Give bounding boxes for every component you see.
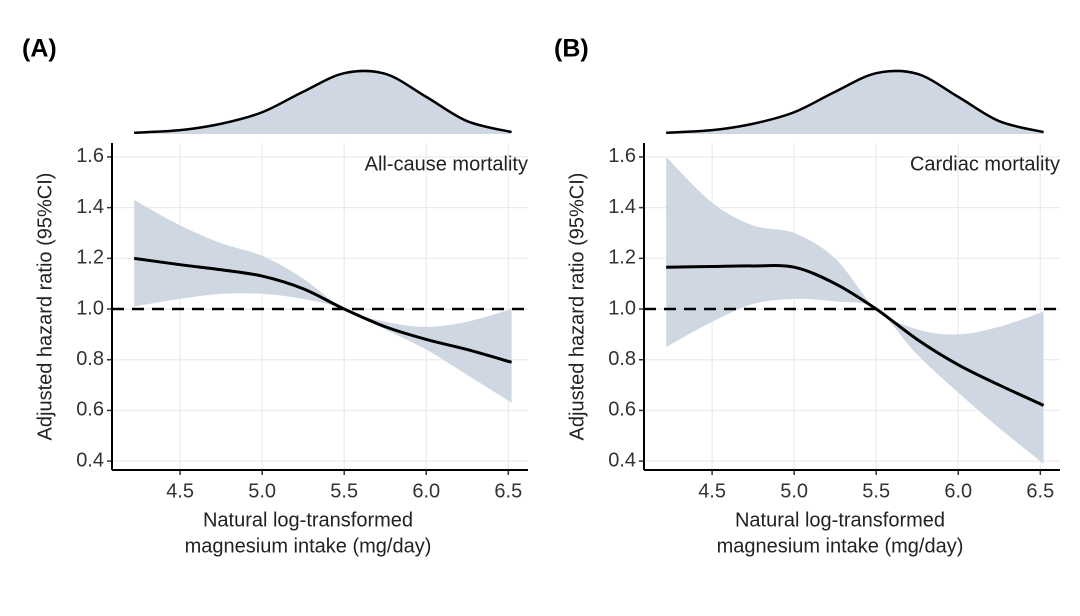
x-tick-label: 5.5 <box>862 480 890 502</box>
x-tick-label: 5.5 <box>330 480 358 502</box>
panel: (B) 0.4 0.6 0.8 1.0 1.2 1.4 1.6 4.5 5.0 5.5 6.0 6.5 C… <box>554 35 1060 557</box>
x-axis-label: magnesium intake (mg/day) <box>717 535 964 557</box>
x-tick-label: 6.0 <box>412 480 440 502</box>
y-tick-label: 0.4 <box>608 449 636 471</box>
annotation: All-cause mortality <box>365 153 528 175</box>
y-tick-label: 1.4 <box>608 196 636 218</box>
x-tick-label: 6.5 <box>1026 480 1054 502</box>
y-tick-label: 0.8 <box>76 348 104 370</box>
x-tick-label: 5.0 <box>248 480 276 502</box>
y-tick-label: 0.4 <box>76 449 104 471</box>
panel-label: (A) <box>22 35 57 63</box>
hr-line <box>133 256 513 364</box>
y-axis-label: Adjusted hazard ratio (95%CI) <box>34 173 56 441</box>
y-tick-label: 1.0 <box>76 297 104 319</box>
y-tick-label: 0.6 <box>76 399 104 421</box>
y-tick-label: 1.0 <box>608 297 636 319</box>
x-tick-label: 6.5 <box>494 480 522 502</box>
hr-line <box>666 264 1045 407</box>
y-tick-label: 1.4 <box>76 196 104 218</box>
x-tick-label: 5.0 <box>780 480 808 502</box>
ci-band <box>134 200 512 403</box>
x-axis-label: magnesium intake (mg/day) <box>185 535 432 557</box>
panel: (A) 0.4 0.6 0.8 1.0 1.2 1.4 1.6 4.5 5.0 5.5 6.0 6.5 A… <box>22 35 528 557</box>
x-tick-label: 4.5 <box>166 480 194 502</box>
x-tick-label: 6.0 <box>944 480 972 502</box>
x-tick-label: 4.5 <box>698 480 726 502</box>
density-curve <box>134 69 512 134</box>
y-tick-label: 1.6 <box>608 145 636 167</box>
y-tick-label: 1.6 <box>76 145 104 167</box>
x-axis-label: Natural log-transformed <box>735 509 945 531</box>
annotation: Cardiac mortality <box>910 153 1060 175</box>
x-axis-label: Natural log-transformed <box>203 509 413 531</box>
y-axis-label: Adjusted hazard ratio (95%CI) <box>566 173 588 441</box>
y-tick-label: 1.2 <box>76 247 104 269</box>
density-area <box>666 70 1044 134</box>
y-tick-label: 0.8 <box>608 348 636 370</box>
panel-label: (B) <box>554 35 589 63</box>
ci-band <box>666 156 1044 464</box>
density-curve <box>666 69 1044 134</box>
y-tick-label: 1.2 <box>608 247 636 269</box>
y-tick-label: 0.6 <box>608 399 636 421</box>
density-area <box>134 70 512 134</box>
